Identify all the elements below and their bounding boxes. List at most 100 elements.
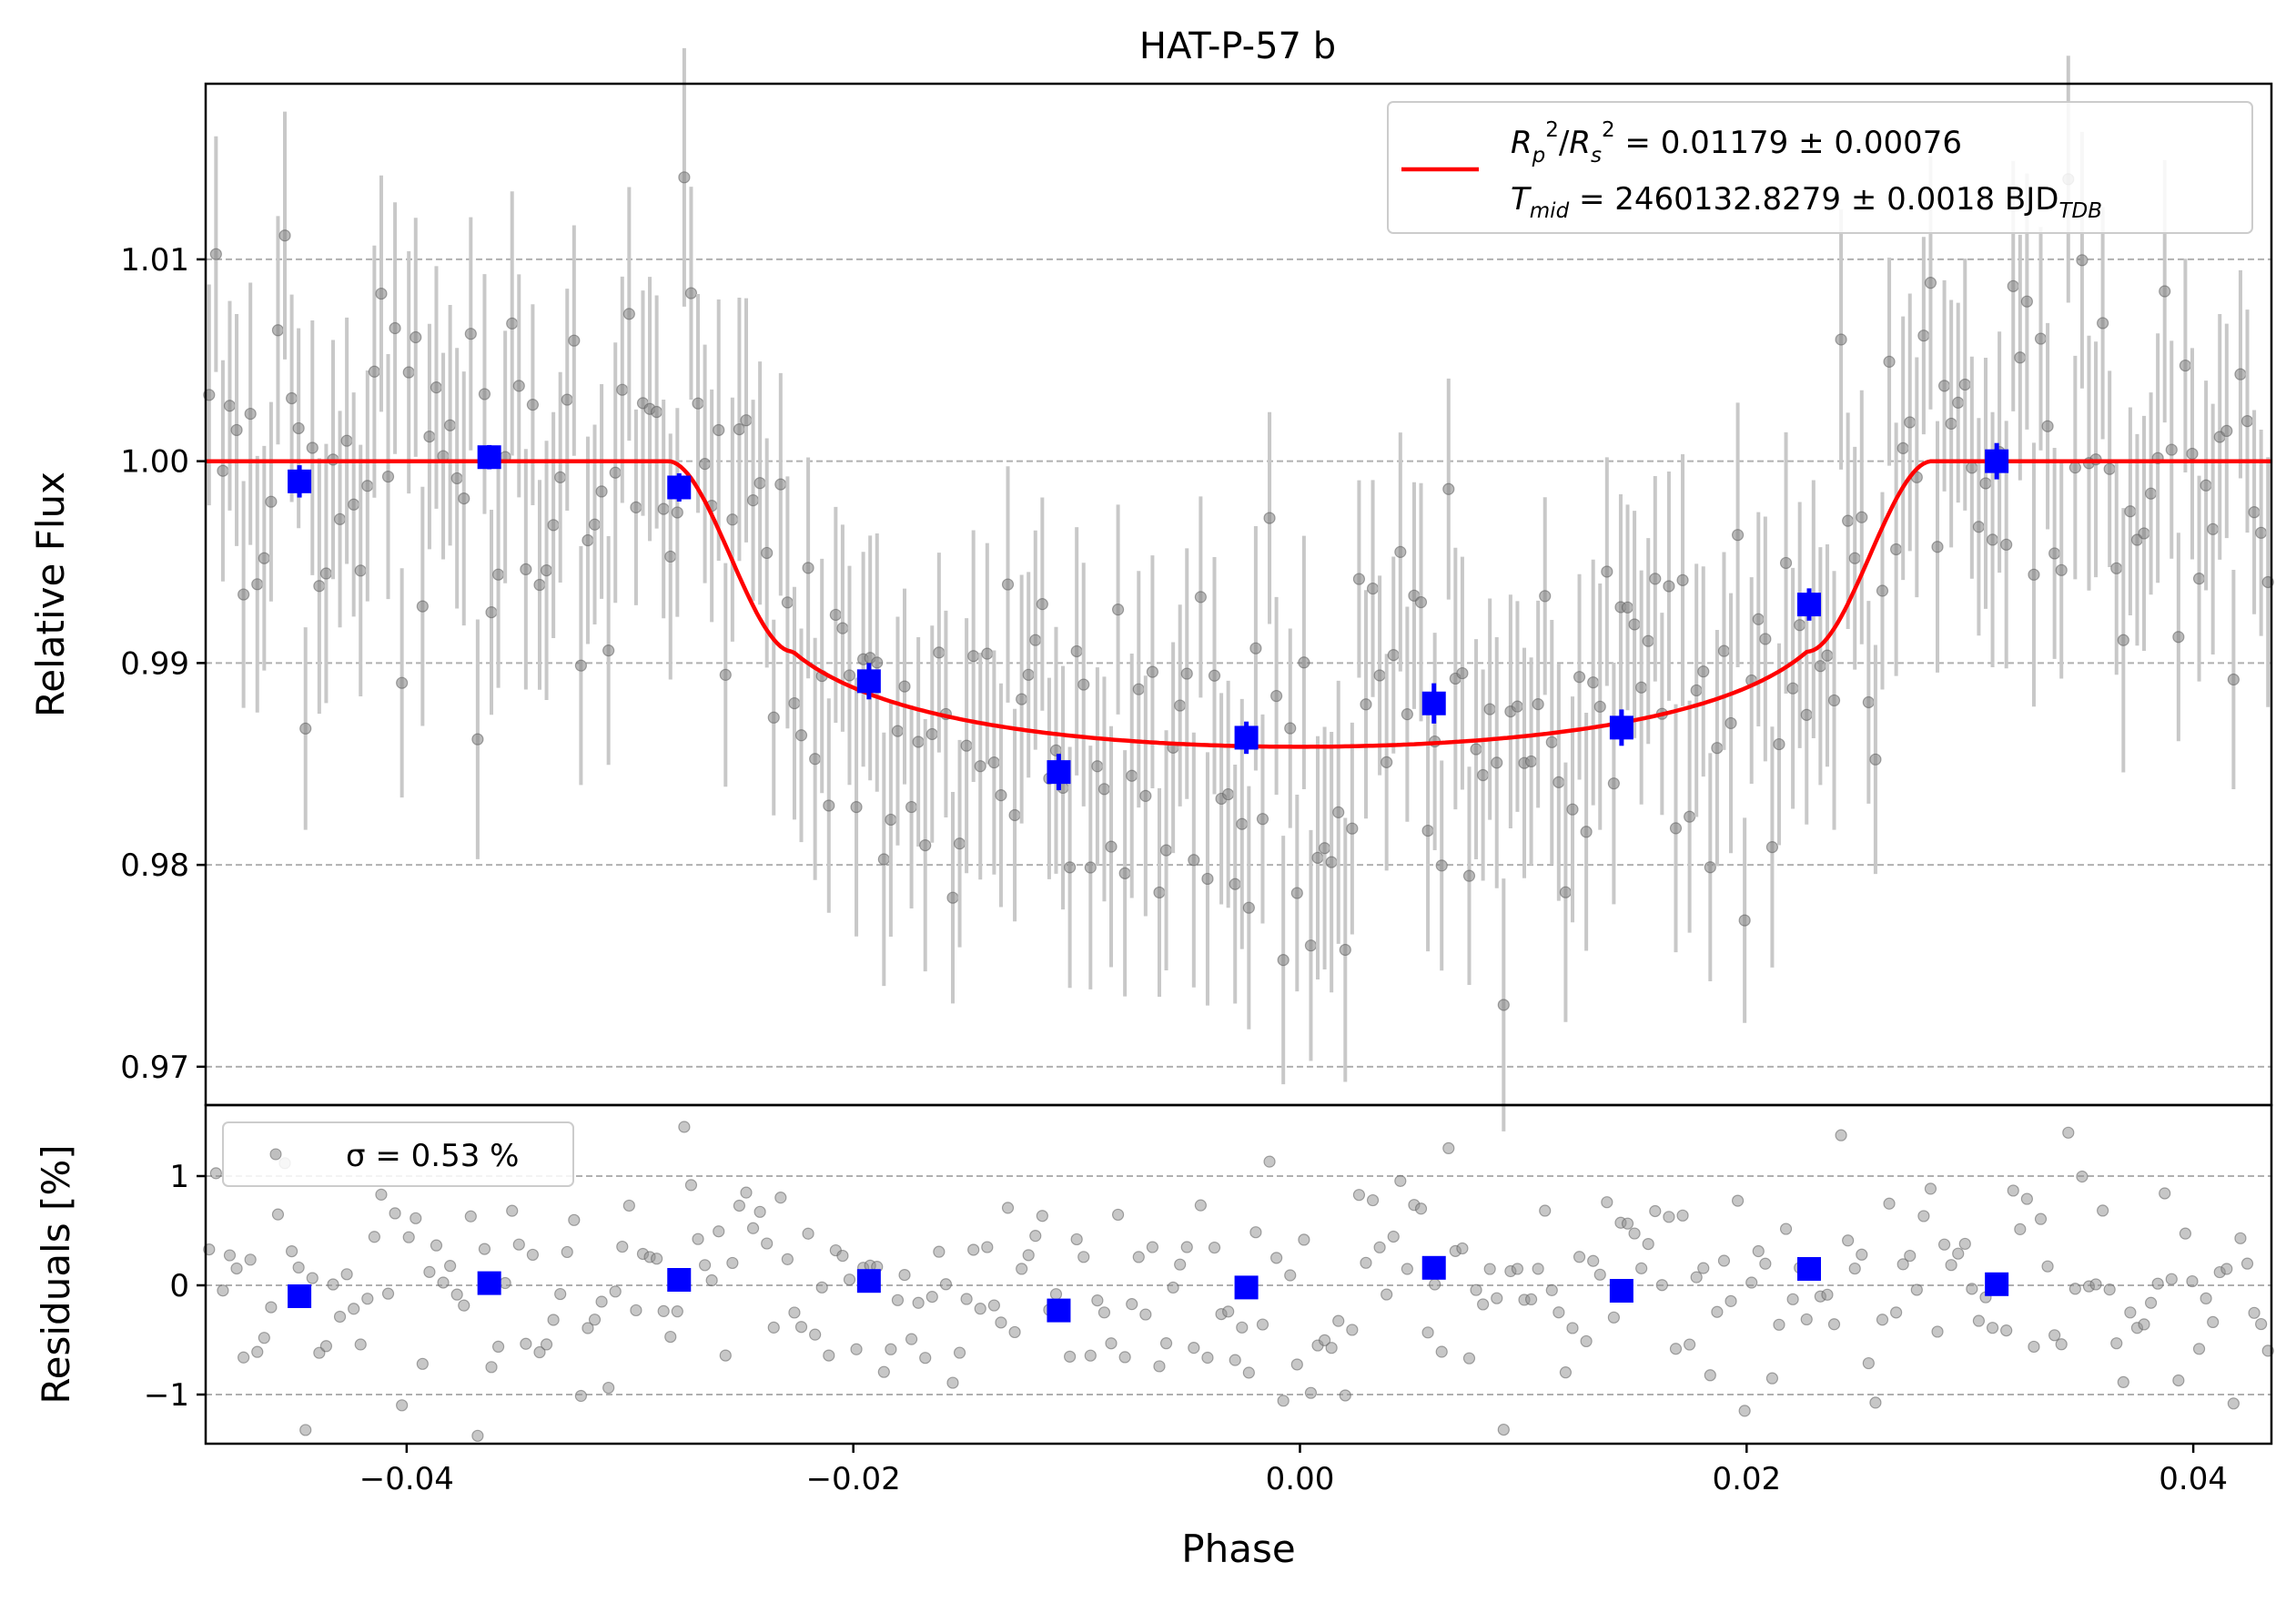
residuals-raw-point — [1731, 1194, 1745, 1207]
flux-y-tick-label: 1.01 — [120, 242, 189, 279]
residuals-y-tick-label: −1 — [144, 1377, 189, 1414]
residuals-raw-point — [2192, 1343, 2206, 1355]
flux-raw-point — [836, 622, 849, 634]
flux-raw-point — [2041, 420, 2054, 432]
flux-raw-point — [1952, 396, 1965, 409]
flux-raw-point — [354, 564, 367, 577]
flux-raw-point — [1290, 887, 1303, 899]
flux-raw-point — [2248, 506, 2261, 519]
flux-raw-point — [794, 729, 808, 742]
flux-raw-point — [802, 562, 814, 574]
flux-binned-point — [856, 669, 881, 694]
flux-raw-point — [843, 669, 856, 682]
flux-raw-point — [2240, 415, 2254, 428]
residuals-raw-point — [1717, 1254, 1731, 1267]
residuals-raw-point — [533, 1345, 546, 1359]
residuals-raw-point — [2151, 1277, 2164, 1290]
flux-raw-point — [2117, 634, 2129, 646]
flux-raw-point — [1256, 813, 1269, 826]
residuals-raw-point — [1684, 1338, 1696, 1351]
flux-raw-point — [1752, 613, 1765, 625]
residuals-binned-point — [1609, 1279, 1633, 1303]
residuals-raw-point — [1642, 1238, 1654, 1251]
residuals-raw-point — [389, 1207, 401, 1220]
residuals-raw-point — [1360, 1256, 1372, 1269]
residuals-raw-point — [609, 1285, 622, 1298]
flux-raw-point — [1765, 841, 1779, 854]
flux-legend-box — [1387, 101, 2253, 234]
flux-raw-point — [2014, 351, 2027, 364]
flux-raw-point — [1332, 806, 1345, 818]
residuals-raw-point — [1704, 1369, 1716, 1382]
flux-raw-point — [491, 568, 505, 581]
flux-raw-point — [1394, 545, 1407, 558]
flux-raw-point — [609, 466, 622, 479]
flux-raw-point — [478, 388, 491, 401]
residuals-raw-point — [1937, 1238, 1951, 1251]
flux-raw-point — [898, 680, 911, 693]
residuals-raw-point — [1339, 1389, 1351, 1402]
residuals-raw-point — [1497, 1423, 1510, 1436]
flux-raw-point — [444, 419, 457, 431]
flux-raw-point — [410, 330, 422, 344]
residuals-raw-point — [1649, 1204, 1662, 1218]
flux-raw-point — [2165, 443, 2178, 456]
flux-raw-point — [1064, 861, 1077, 874]
residuals-raw-point — [781, 1253, 794, 1265]
flux-raw-point — [1008, 808, 1021, 822]
flux-raw-point — [1587, 676, 1600, 689]
residuals-raw-point — [582, 1322, 594, 1334]
residuals-raw-point — [1601, 1196, 1613, 1209]
residuals-y-ticks: −1 0 1 — [144, 1159, 206, 1414]
flux-raw-point — [1717, 644, 1731, 657]
residuals-raw-point — [746, 1222, 760, 1234]
residuals-raw-point — [2186, 1274, 2199, 1288]
flux-raw-point — [953, 837, 966, 850]
residuals-raw-point — [265, 1301, 278, 1314]
residuals-binned-point — [856, 1269, 881, 1294]
residuals-raw-point — [1270, 1252, 1283, 1264]
flux-raw-point — [1937, 380, 1951, 392]
flux-raw-point — [1373, 669, 1386, 682]
residuals-raw-point — [960, 1293, 973, 1305]
flux-raw-point — [919, 838, 932, 852]
residuals-raw-point — [981, 1241, 994, 1253]
flux-binned-point — [1985, 449, 2009, 473]
flux-raw-point — [905, 800, 918, 814]
flux-raw-point — [2186, 447, 2199, 461]
residuals-raw-point — [1456, 1242, 1469, 1255]
flux-raw-point — [1352, 573, 1366, 585]
flux-raw-point — [622, 308, 635, 320]
residuals-raw-point — [630, 1304, 642, 1317]
flux-raw-point — [1545, 736, 1558, 748]
residuals-raw-point — [933, 1245, 946, 1258]
residuals-raw-point — [1862, 1356, 1875, 1370]
residuals-raw-point — [1070, 1233, 1083, 1246]
flux-raw-point — [1986, 533, 1999, 546]
flux-raw-point — [1084, 861, 1097, 874]
residuals-raw-point — [1566, 1322, 1579, 1334]
residuals-raw-point — [437, 1276, 450, 1289]
flux-raw-point — [671, 506, 683, 519]
residuals-raw-point — [1077, 1251, 1090, 1263]
residuals-raw-point — [2165, 1273, 2178, 1285]
residuals-raw-point — [1462, 1352, 1476, 1365]
residuals-raw-point — [230, 1262, 243, 1275]
residuals-raw-point — [622, 1199, 635, 1212]
flux-raw-point — [823, 799, 835, 812]
residuals-raw-point — [657, 1304, 670, 1317]
residuals-raw-point — [1690, 1271, 1703, 1283]
flux-raw-point — [1779, 556, 1793, 570]
flux-raw-point — [1462, 869, 1476, 882]
residuals-raw-point — [1442, 1141, 1455, 1155]
residuals-raw-point — [692, 1233, 704, 1245]
flux-y-tick-label: 0.97 — [120, 1050, 189, 1086]
flux-raw-point — [684, 287, 698, 299]
flux-raw-point — [582, 533, 594, 547]
flux-raw-point — [1201, 872, 1214, 886]
residuals-raw-point — [354, 1338, 367, 1351]
flux-raw-point — [664, 550, 677, 563]
residuals-raw-point — [2255, 1317, 2268, 1331]
flux-raw-point — [1669, 822, 1683, 835]
